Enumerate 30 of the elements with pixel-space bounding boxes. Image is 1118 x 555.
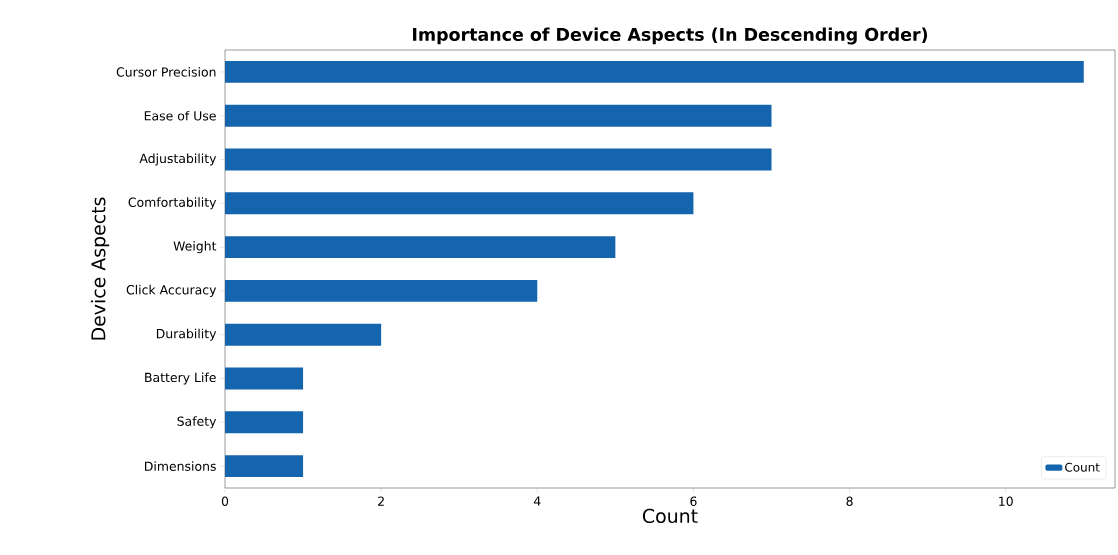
y-tick-label: Dimensions	[145, 461, 216, 471]
y-tick-label: Adjustability	[139, 153, 217, 166]
x-tick-label: 2	[378, 496, 384, 506]
bar	[225, 236, 616, 259]
bar	[225, 411, 304, 434]
bar	[225, 455, 304, 478]
y-tick-label: Battery Life	[145, 372, 216, 385]
y-tick-label: Safety	[177, 416, 217, 429]
bar	[225, 104, 772, 127]
x-tick-label: 10	[999, 496, 1013, 506]
y-axis-title: Device Aspects	[90, 197, 110, 340]
chart-title: Importance of Device Aspects (In Descending Order)	[413, 27, 928, 45]
x-tick-label: 8	[846, 496, 853, 506]
y-tick-label: Click Accuracy	[126, 284, 217, 297]
legend-label: Count	[1065, 462, 1100, 472]
bar	[225, 367, 304, 390]
x-tick-label: 4	[533, 496, 541, 506]
x-tick-label: 6	[690, 496, 697, 506]
bar	[225, 148, 772, 171]
y-tick-label: Cursor Precision	[116, 67, 216, 77]
x-tick-label: 0	[221, 496, 229, 506]
y-tick-label: Weight	[173, 241, 217, 254]
bar	[225, 192, 694, 215]
y-tick-label: Ease of Use	[144, 110, 216, 121]
bar	[225, 323, 382, 346]
bar	[225, 60, 1084, 83]
y-tick-label: Comfortability	[128, 197, 217, 210]
y-tick-label: Durability	[156, 328, 217, 341]
x-axis-title: Count	[642, 508, 698, 524]
bar	[225, 279, 538, 302]
